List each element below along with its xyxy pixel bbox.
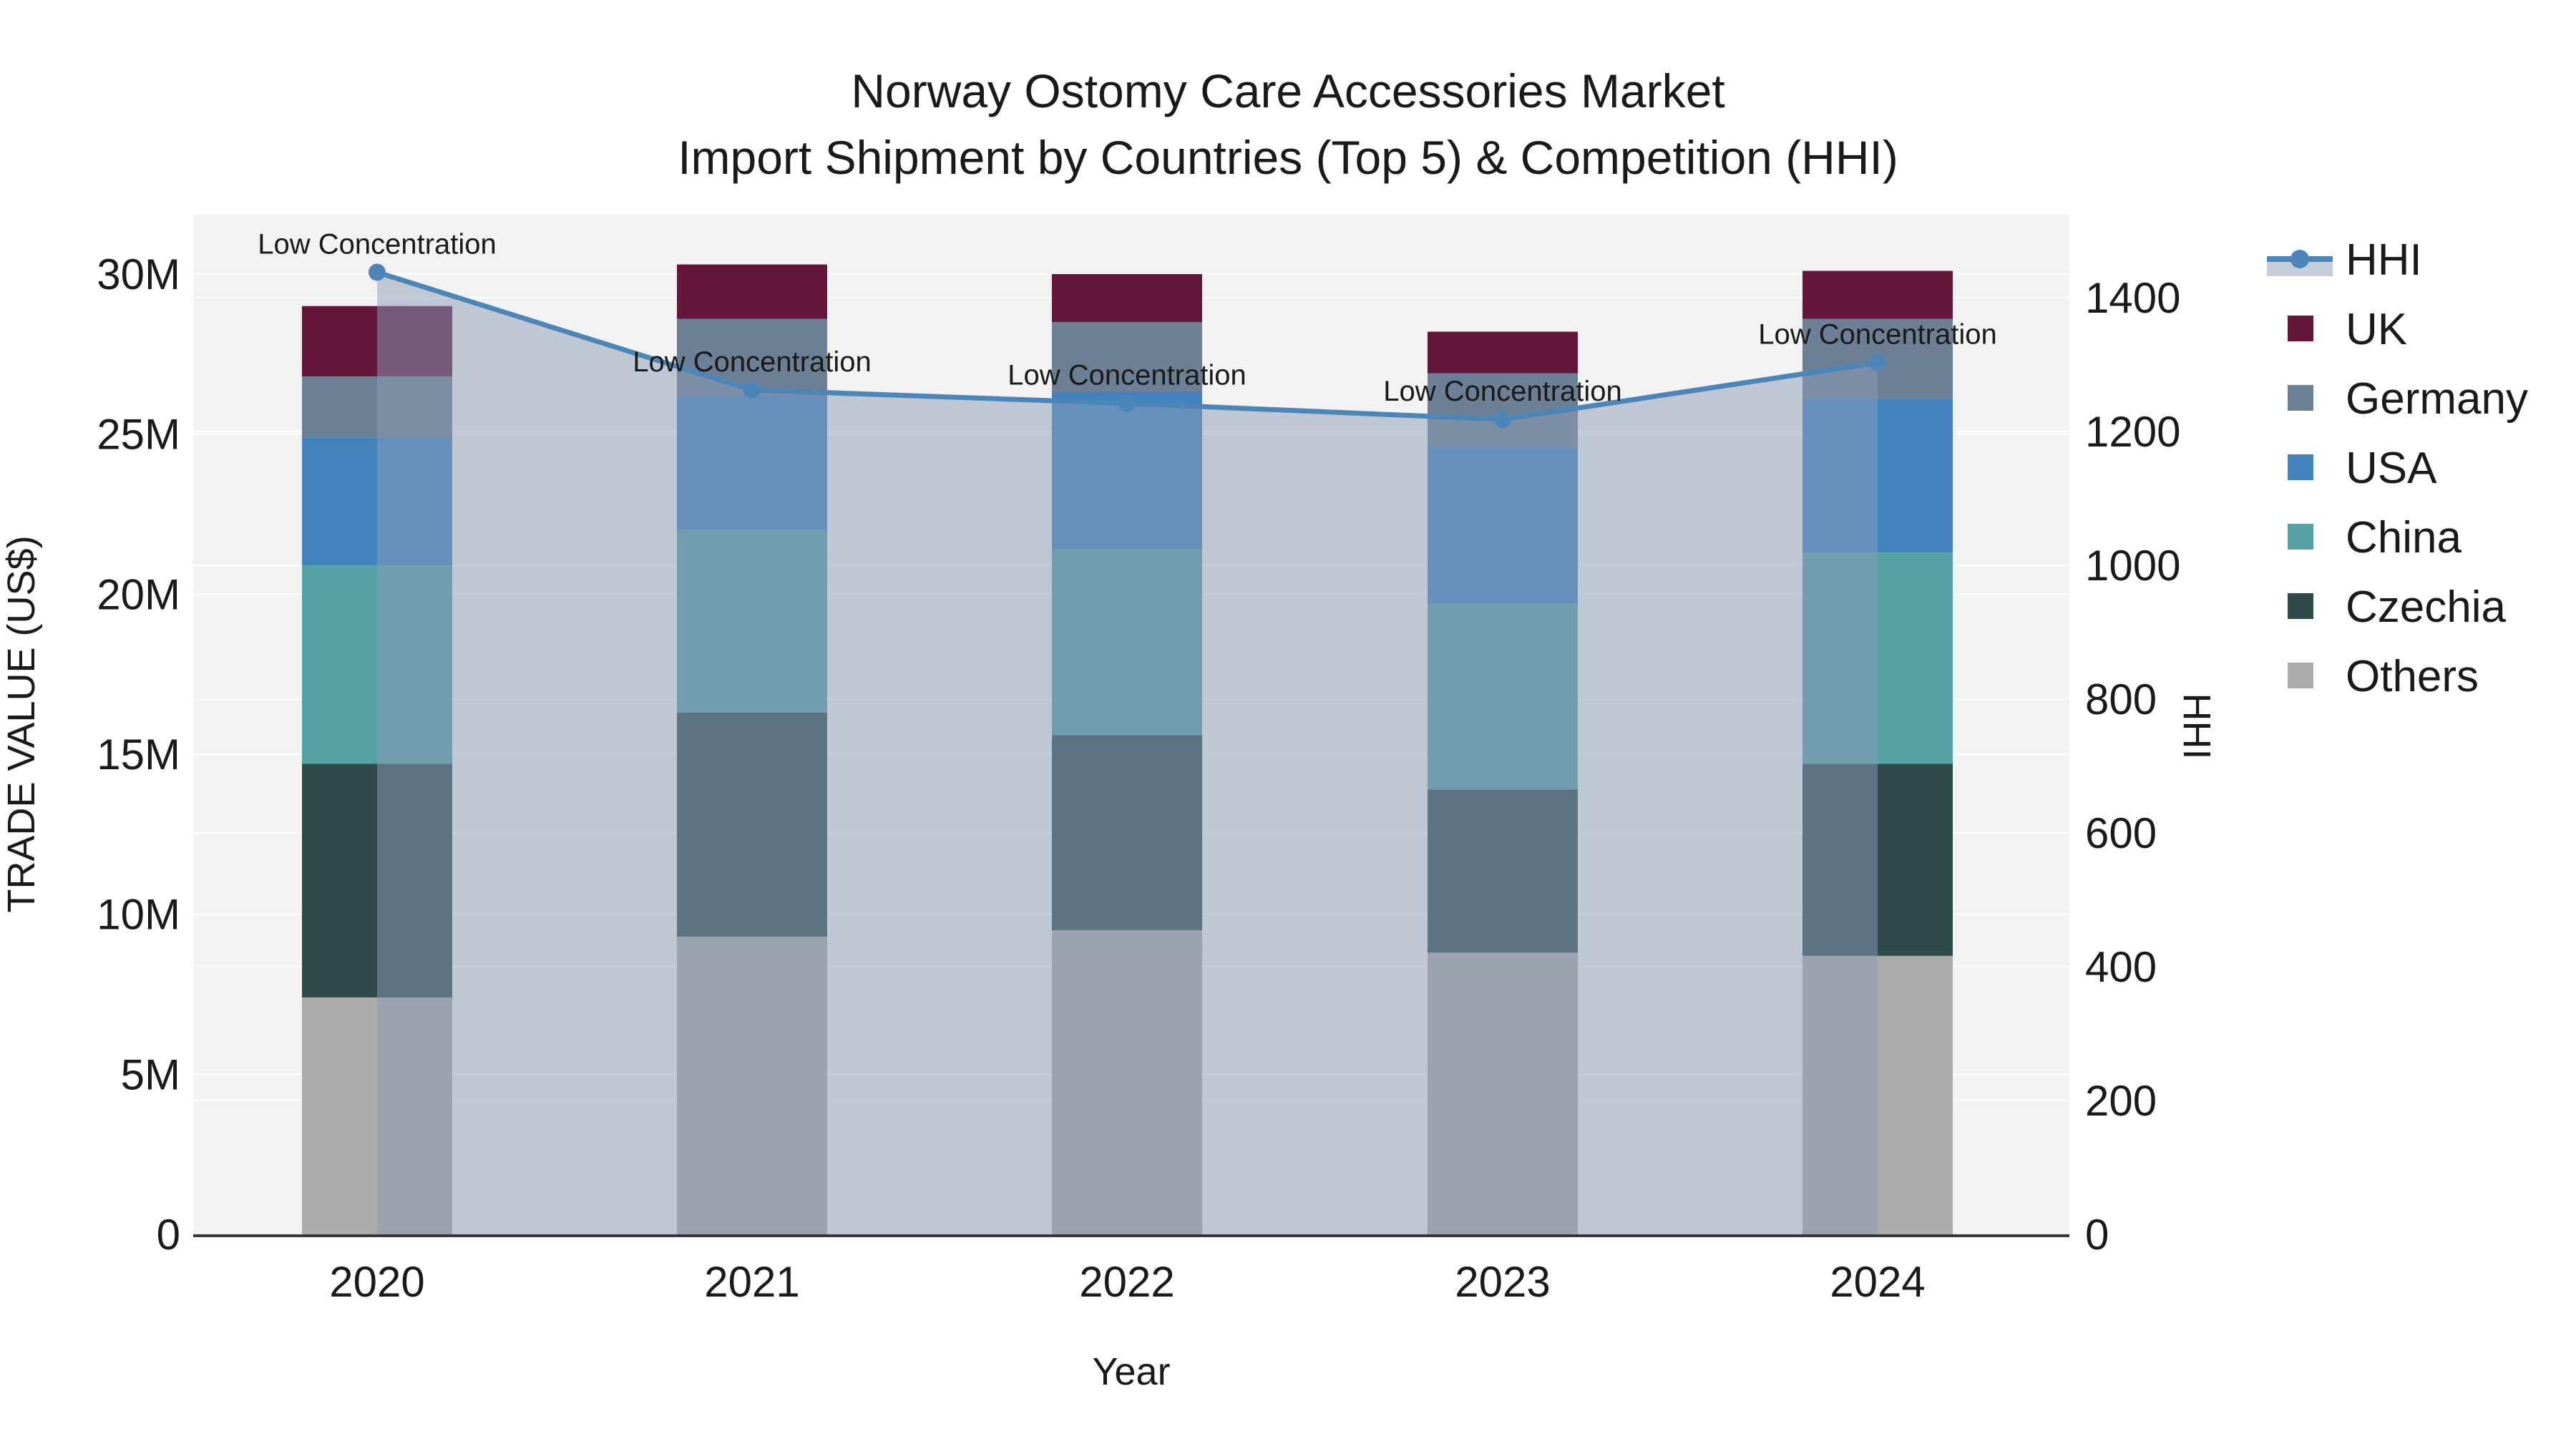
- annotation-label-2021: Low Concentration: [633, 346, 872, 378]
- hhi-area-layer: [377, 272, 1878, 1235]
- legend-item-hhi[interactable]: HHI: [2267, 235, 2422, 285]
- legend-label-czechia: Czechia: [2346, 582, 2507, 632]
- legend-marker-dot: [2290, 250, 2309, 268]
- legend-label-usa: USA: [2346, 444, 2437, 493]
- left-tick-label-30M: 30M: [97, 250, 180, 298]
- hhi-marker-2022: [1118, 394, 1136, 412]
- hhi-marker-2020: [369, 263, 386, 281]
- right-tick-label-600: 600: [2085, 809, 2157, 857]
- chart-title-line2: Import Shipment by Countries (Top 5) & C…: [678, 131, 1898, 184]
- legend-label-germany: Germany: [2346, 374, 2528, 424]
- annotation-label-2023: Low Concentration: [1383, 376, 1622, 407]
- legend-swatch-germany: [2288, 385, 2313, 411]
- right-tick-label-1200: 1200: [2085, 408, 2180, 456]
- legend-item-germany[interactable]: Germany: [2288, 374, 2528, 424]
- annotation-label-2020: Low Concentration: [258, 228, 497, 260]
- legend-label-hhi: HHI: [2346, 235, 2422, 285]
- right-tick-label-0: 0: [2085, 1211, 2109, 1259]
- right-tick-label-200: 200: [2085, 1077, 2157, 1125]
- hhi-line-layer: [369, 263, 1886, 429]
- chart-title-line1: Norway Ostomy Care Accessories Market: [851, 64, 1724, 117]
- legend-item-uk[interactable]: UK: [2288, 305, 2407, 354]
- legend-item-china[interactable]: China: [2288, 513, 2462, 562]
- left-tick-label-15M: 15M: [97, 731, 180, 779]
- x-tick-label-2022: 2022: [1079, 1258, 1174, 1306]
- legend-swatch-others: [2288, 663, 2313, 688]
- y-axis-title-right: HHI: [2175, 693, 2218, 760]
- right-tick-label-400: 400: [2085, 943, 2157, 991]
- legend-item-others[interactable]: Others: [2288, 652, 2479, 701]
- bar-segment-uk-2021: [677, 264, 827, 319]
- left-tick-label-0: 0: [157, 1211, 180, 1259]
- x-tick-label-2023: 2023: [1455, 1258, 1550, 1306]
- hhi-marker-2023: [1494, 411, 1511, 429]
- x-tick-label-2020: 2020: [329, 1258, 424, 1306]
- hhi-area-fill: [377, 272, 1878, 1235]
- legend-item-usa[interactable]: USA: [2288, 444, 2437, 493]
- left-tick-label-10M: 10M: [97, 891, 180, 939]
- left-tick-label-5M: 5M: [121, 1050, 180, 1098]
- bar-segment-germany-2022: [1052, 322, 1202, 393]
- legend-label-uk: UK: [2346, 305, 2407, 354]
- legend-label-china: China: [2346, 513, 2462, 562]
- bar-segment-uk-2023: [1428, 331, 1578, 374]
- legend-label-others: Others: [2346, 652, 2479, 701]
- right-tick-label-800: 800: [2085, 675, 2157, 723]
- annotation-label-2024: Low Concentration: [1758, 319, 1997, 351]
- x-tick-label-2024: 2024: [1830, 1258, 1925, 1306]
- hhi-marker-2024: [1869, 353, 1886, 371]
- left-tick-label-20M: 20M: [97, 570, 180, 618]
- x-tick-label-2021: 2021: [704, 1258, 799, 1306]
- bar-segment-uk-2024: [1802, 270, 1953, 319]
- legend-swatch-usa: [2288, 454, 2313, 480]
- x-axis-title: Year: [1092, 1350, 1170, 1393]
- annotation-layer: Low Concentration Low Concentration Low Co…: [258, 228, 1997, 407]
- right-tick-label-1400: 1400: [2085, 274, 2180, 322]
- legend-swatch-china: [2288, 524, 2313, 550]
- left-tick-label-25M: 25M: [97, 411, 180, 459]
- y-axis-title-left: TRADE VALUE (US$): [0, 535, 43, 912]
- bar-segment-uk-2022: [1052, 274, 1202, 323]
- axis-layer: 0 5M 10M 15M 20M 25M 30M 0 200 400 600 800 1000 1200 1…: [97, 250, 2180, 1306]
- hhi-marker-2021: [743, 381, 761, 399]
- legend-item-czechia[interactable]: Czechia: [2288, 582, 2507, 632]
- legend-layer: HHI UK Germany USA China Czechia Others: [2267, 235, 2528, 701]
- right-tick-label-1000: 1000: [2085, 542, 2180, 590]
- legend-swatch-uk: [2288, 316, 2313, 341]
- annotation-label-2022: Low Concentration: [1008, 360, 1246, 391]
- legend-swatch-czechia: [2288, 593, 2313, 619]
